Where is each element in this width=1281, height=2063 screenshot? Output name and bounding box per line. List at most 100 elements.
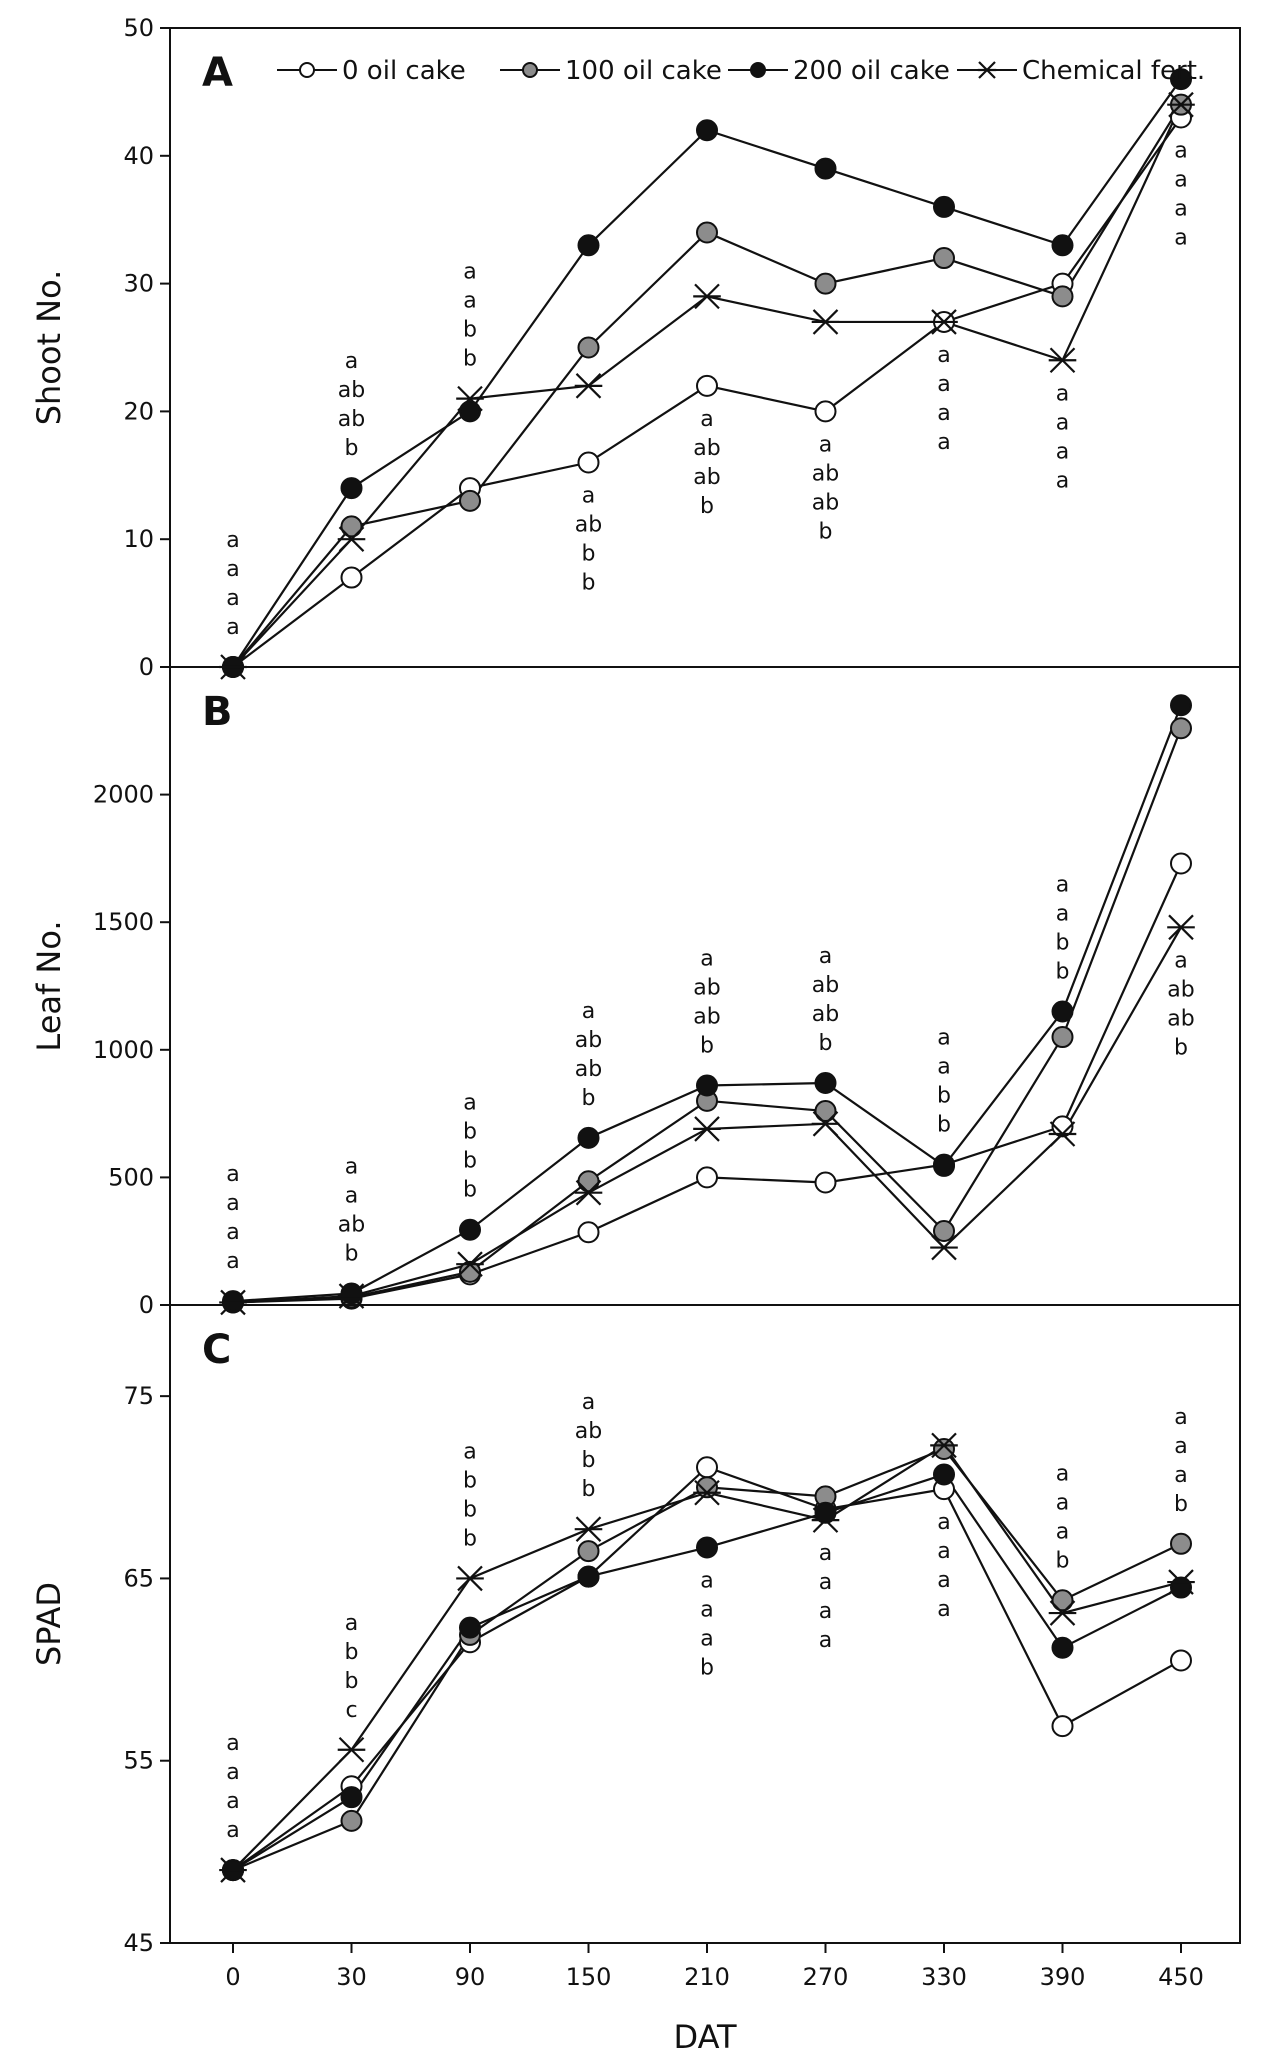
data-point bbox=[577, 1126, 600, 1149]
significance-letter: b bbox=[700, 494, 714, 519]
significance-letter: b bbox=[1056, 931, 1070, 956]
significance-letter: b bbox=[1056, 960, 1070, 985]
significance-letter: a bbox=[937, 1510, 950, 1535]
legend-entry: 0 oil cake bbox=[277, 56, 466, 86]
significance-letter: ab bbox=[812, 1002, 839, 1027]
data-point bbox=[1048, 347, 1077, 374]
data-point bbox=[696, 374, 718, 397]
x-tick-label: 150 bbox=[566, 1963, 612, 1991]
data-point bbox=[337, 1736, 366, 1763]
y-tick-label: 65 bbox=[123, 1564, 154, 1592]
y-tick-label: 1000 bbox=[93, 1036, 154, 1064]
data-point bbox=[456, 1565, 484, 1592]
data-point bbox=[337, 526, 366, 552]
x-tick-label: 330 bbox=[921, 1963, 967, 1991]
significance-letter: a bbox=[1056, 1461, 1069, 1486]
data-point bbox=[696, 1456, 718, 1479]
significance-letter: a bbox=[937, 430, 950, 455]
data-point bbox=[577, 1170, 600, 1193]
significance-letter: ab bbox=[575, 1057, 602, 1082]
y-axis-title: Leaf No. bbox=[30, 920, 68, 1051]
significance-letter: a bbox=[1056, 381, 1069, 406]
significance-letter: b bbox=[700, 1034, 714, 1059]
significance-letter: ab bbox=[693, 1005, 720, 1030]
significance-letter: a bbox=[463, 289, 476, 314]
significance-letter: a bbox=[1174, 225, 1187, 250]
significance-letter: b bbox=[463, 1468, 477, 1493]
significance-letter: a bbox=[226, 1220, 239, 1245]
data-point bbox=[696, 1166, 718, 1189]
legend-label: Chemical fert. bbox=[1022, 56, 1205, 86]
y-tick-label: 10 bbox=[123, 525, 154, 553]
significance-letter: ab bbox=[693, 465, 720, 490]
significance-letter: a bbox=[582, 484, 595, 509]
data-point bbox=[459, 1218, 481, 1241]
significance-letter: b bbox=[582, 571, 596, 596]
significance-letter: a bbox=[226, 586, 239, 611]
y-tick-label: 30 bbox=[123, 270, 154, 298]
data-point bbox=[577, 1540, 600, 1563]
y-tick-label: 20 bbox=[123, 397, 154, 425]
significance-letter: b bbox=[1174, 1492, 1188, 1517]
y-tick-label: 40 bbox=[123, 142, 154, 170]
data-point bbox=[693, 1116, 721, 1142]
data-point bbox=[577, 1565, 600, 1588]
significance-letter: a bbox=[226, 557, 239, 582]
data-point bbox=[1167, 914, 1195, 941]
significance-letter: a bbox=[819, 432, 832, 457]
significance-letter: a bbox=[937, 1055, 950, 1080]
significance-letter: a bbox=[226, 1731, 239, 1756]
data-point bbox=[1051, 1636, 1074, 1659]
significance-letter: ab bbox=[1167, 977, 1194, 1002]
y-tick-label: 0 bbox=[139, 1291, 154, 1319]
significance-letter: c bbox=[345, 1698, 357, 1723]
significance-letter: b bbox=[463, 1497, 477, 1522]
data-point bbox=[693, 1479, 721, 1506]
significance-letter: b bbox=[345, 1640, 359, 1665]
significance-letter: a bbox=[1056, 439, 1069, 464]
y-tick-label: 500 bbox=[108, 1163, 154, 1191]
data-point bbox=[696, 221, 718, 244]
significance-letter: a bbox=[226, 1760, 239, 1785]
data-point bbox=[219, 1289, 247, 1316]
significance-letter: a bbox=[345, 1155, 358, 1180]
data-point bbox=[574, 1516, 603, 1542]
significance-letter: a bbox=[937, 1026, 950, 1051]
legend-label: 100 oil cake bbox=[565, 56, 722, 86]
data-point bbox=[930, 309, 958, 335]
data-point bbox=[456, 1251, 484, 1277]
significance-letter: ab bbox=[1167, 1006, 1194, 1031]
significance-letter: a bbox=[1174, 1463, 1187, 1488]
significance-letter: a bbox=[700, 1568, 713, 1593]
data-point bbox=[696, 1536, 718, 1559]
x-tick-label: 270 bbox=[803, 1963, 849, 1991]
data-point bbox=[1051, 285, 1074, 308]
data-point bbox=[933, 247, 955, 270]
data-point bbox=[1051, 1026, 1074, 1049]
legend-entry: 200 oil cake bbox=[728, 56, 950, 86]
significance-letter: ab bbox=[575, 1419, 602, 1444]
significance-letter: b bbox=[463, 1178, 477, 1203]
significance-letter: ab bbox=[338, 407, 365, 432]
data-point bbox=[459, 1616, 481, 1639]
data-point bbox=[814, 1071, 837, 1094]
data-point bbox=[577, 336, 600, 359]
legend-entry: Chemical fert. bbox=[957, 56, 1205, 86]
significance-letter: a bbox=[463, 1091, 476, 1116]
significance-letter: b bbox=[463, 1149, 477, 1174]
significance-letter: a bbox=[937, 372, 950, 397]
significance-letter: b bbox=[345, 436, 359, 461]
significance-letter: a bbox=[1174, 1434, 1187, 1459]
data-point bbox=[1170, 717, 1192, 740]
y-tick-label: 45 bbox=[123, 1929, 154, 1957]
data-point bbox=[1051, 1115, 1074, 1138]
significance-letter: ab bbox=[693, 436, 720, 461]
significance-letter: a bbox=[1056, 873, 1069, 898]
data-point bbox=[219, 1857, 247, 1883]
data-point bbox=[814, 272, 837, 295]
legend-marker bbox=[977, 61, 997, 79]
significance-letter: a bbox=[226, 1818, 239, 1843]
significance-letter: a bbox=[582, 999, 595, 1024]
